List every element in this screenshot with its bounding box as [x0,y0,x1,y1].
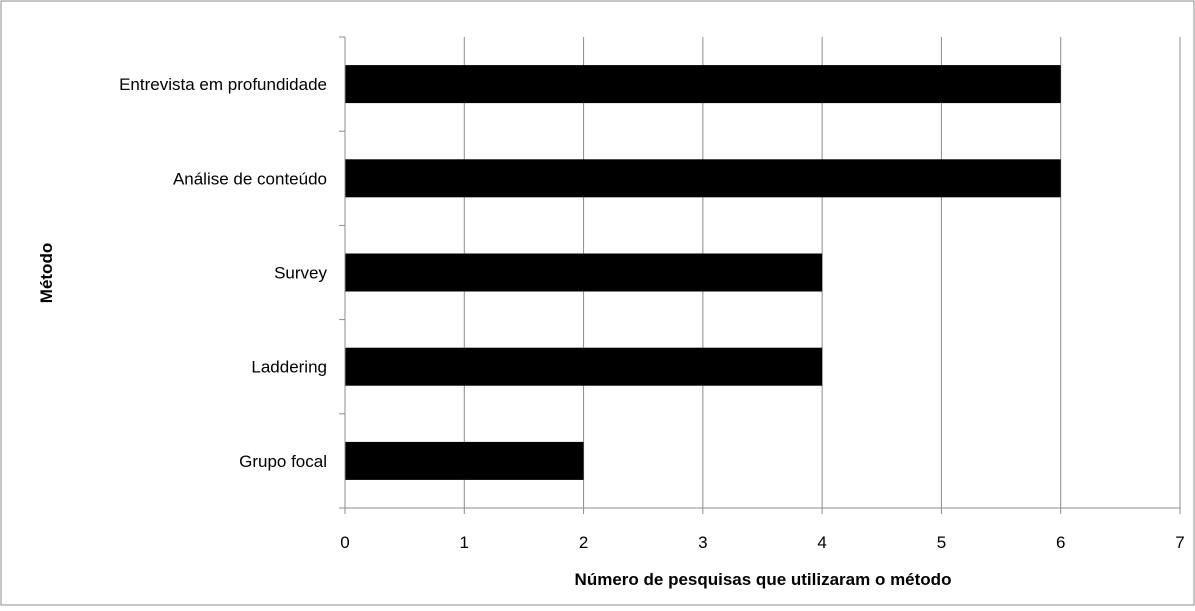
labels: 0 1 2 3 4 5 6 7 Entrevista em profundidade Anális… [119,75,1185,552]
bar-laddering [345,347,823,386]
category-label: Laddering [251,358,327,377]
x-tick-label: 0 [340,533,349,552]
x-tick-label: 1 [460,533,469,552]
x-axis-title: Número de pesquisas que utilizaram o mét… [575,570,952,589]
axes [339,36,1181,514]
category-label: Entrevista em profundidade [119,75,327,94]
x-tick-label: 3 [698,533,707,552]
bar-an-lise-de-conte-do [345,159,1061,198]
bar-survey [345,253,823,292]
category-label: Survey [274,264,327,283]
x-tick-label: 4 [817,533,826,552]
bars [345,65,1061,480]
x-tick-label: 6 [1056,533,1065,552]
y-axis-title: Método [37,243,56,303]
x-tick-label: 5 [937,533,946,552]
bar-grupo-focal [345,441,584,480]
category-label: Análise de conteúdo [173,169,327,188]
bar-entrevista-em-profundidade [345,65,1061,104]
gridlines [463,37,1181,508]
category-label: Grupo focal [239,452,327,471]
x-tick-label: 2 [579,533,588,552]
x-tick-label: 7 [1175,533,1184,552]
